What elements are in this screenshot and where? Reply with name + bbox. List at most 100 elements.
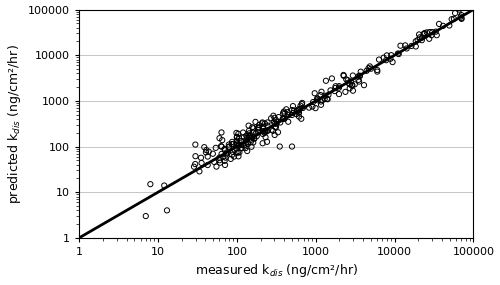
Point — [250, 126, 258, 131]
Point — [222, 152, 230, 157]
Point — [270, 113, 278, 118]
Point — [262, 135, 270, 140]
Point — [272, 121, 280, 126]
Point — [249, 140, 257, 145]
Point — [288, 108, 296, 112]
Point — [240, 139, 248, 143]
Point — [356, 70, 364, 74]
Point — [227, 156, 235, 161]
Point — [322, 78, 330, 83]
Point — [366, 64, 374, 69]
Point — [242, 142, 250, 147]
Point — [252, 131, 260, 136]
Point — [243, 149, 251, 153]
Point — [259, 129, 267, 134]
Point — [248, 125, 256, 130]
Point — [312, 106, 320, 110]
Point — [310, 91, 318, 95]
Point — [261, 129, 269, 134]
Point — [245, 129, 253, 133]
Point — [346, 86, 354, 91]
Point — [237, 146, 245, 150]
Point — [318, 89, 326, 94]
Point — [349, 73, 357, 78]
Point — [340, 74, 347, 78]
Point — [282, 107, 290, 111]
X-axis label: measured k$_{dis}$ (ng/cm²/hr): measured k$_{dis}$ (ng/cm²/hr) — [195, 262, 358, 280]
Point — [309, 100, 317, 104]
Point — [342, 89, 349, 94]
Point — [216, 158, 224, 162]
Point — [221, 146, 229, 151]
Point — [408, 44, 416, 48]
Point — [220, 158, 228, 163]
Point — [295, 114, 303, 119]
Point — [248, 135, 256, 140]
Point — [317, 103, 325, 107]
Point — [375, 57, 383, 62]
Point — [298, 102, 306, 106]
Point — [415, 32, 423, 37]
Point — [295, 107, 303, 111]
Point — [244, 123, 252, 128]
Point — [196, 169, 203, 174]
Point — [240, 135, 248, 139]
Point — [248, 144, 256, 149]
Point — [222, 155, 230, 160]
Point — [274, 115, 282, 119]
Point — [270, 116, 278, 120]
Point — [264, 120, 272, 125]
Point — [435, 22, 443, 26]
Point — [244, 142, 252, 146]
Point — [232, 142, 240, 147]
Point — [456, 7, 464, 12]
Point — [292, 112, 300, 116]
Point — [237, 139, 245, 143]
Point — [210, 160, 218, 164]
Point — [324, 93, 332, 97]
Point — [412, 39, 420, 44]
Point — [238, 146, 246, 150]
Point — [458, 13, 466, 17]
Point — [219, 155, 227, 159]
Point — [335, 86, 343, 90]
Point — [388, 53, 396, 58]
Point — [342, 77, 350, 82]
Point — [420, 31, 428, 36]
Point — [216, 160, 224, 165]
Point — [305, 105, 313, 110]
Y-axis label: predicted k$_{dis}$ (ng/cm²/hr): predicted k$_{dis}$ (ng/cm²/hr) — [6, 44, 22, 204]
Point — [284, 113, 292, 117]
Point — [234, 143, 242, 148]
Point — [240, 143, 248, 147]
Point — [269, 129, 277, 133]
Point — [230, 148, 238, 152]
Point — [192, 142, 200, 147]
Point — [448, 17, 456, 21]
Point — [458, 17, 466, 21]
Point — [191, 162, 199, 166]
Point — [394, 51, 402, 56]
Point — [218, 138, 226, 142]
Point — [202, 150, 210, 155]
Point — [246, 133, 254, 137]
Point — [204, 154, 212, 159]
Point — [425, 36, 433, 41]
Point — [418, 35, 426, 40]
Point — [418, 38, 426, 42]
Point — [318, 98, 326, 103]
Point — [264, 123, 272, 128]
Point — [245, 134, 253, 139]
Point — [386, 56, 394, 61]
Point — [223, 150, 231, 155]
Point — [401, 43, 409, 48]
Point — [276, 120, 284, 125]
Point — [284, 110, 292, 114]
Point — [249, 130, 257, 134]
Point — [332, 84, 340, 88]
Point — [202, 148, 210, 152]
Point — [313, 96, 321, 101]
Point — [280, 117, 288, 121]
Point — [295, 110, 303, 115]
Point — [228, 152, 236, 157]
